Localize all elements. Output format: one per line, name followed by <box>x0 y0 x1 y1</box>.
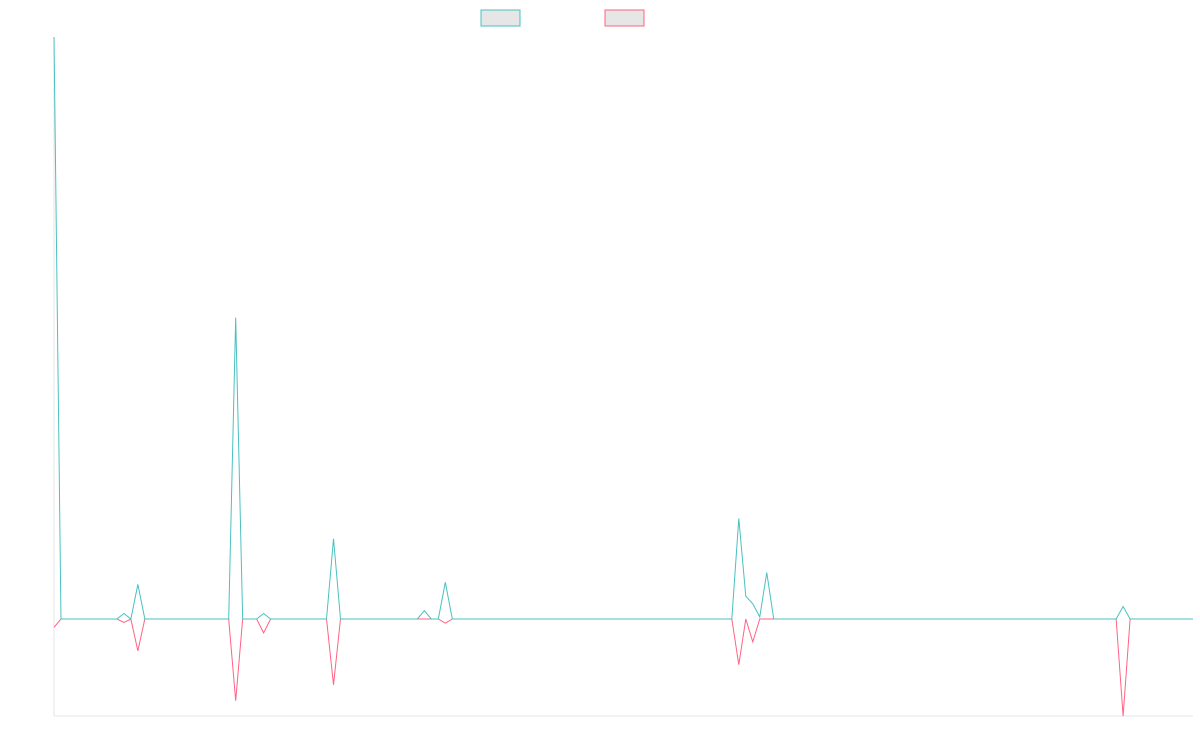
legend-swatch-series-2[interactable] <box>604 9 645 27</box>
series-line-1 <box>53 36 1193 620</box>
axes <box>53 37 1193 717</box>
series-layer <box>53 36 1193 717</box>
legend-swatch-series-1[interactable] <box>480 9 521 27</box>
legend <box>480 9 645 27</box>
series-line-2 <box>53 618 1193 717</box>
